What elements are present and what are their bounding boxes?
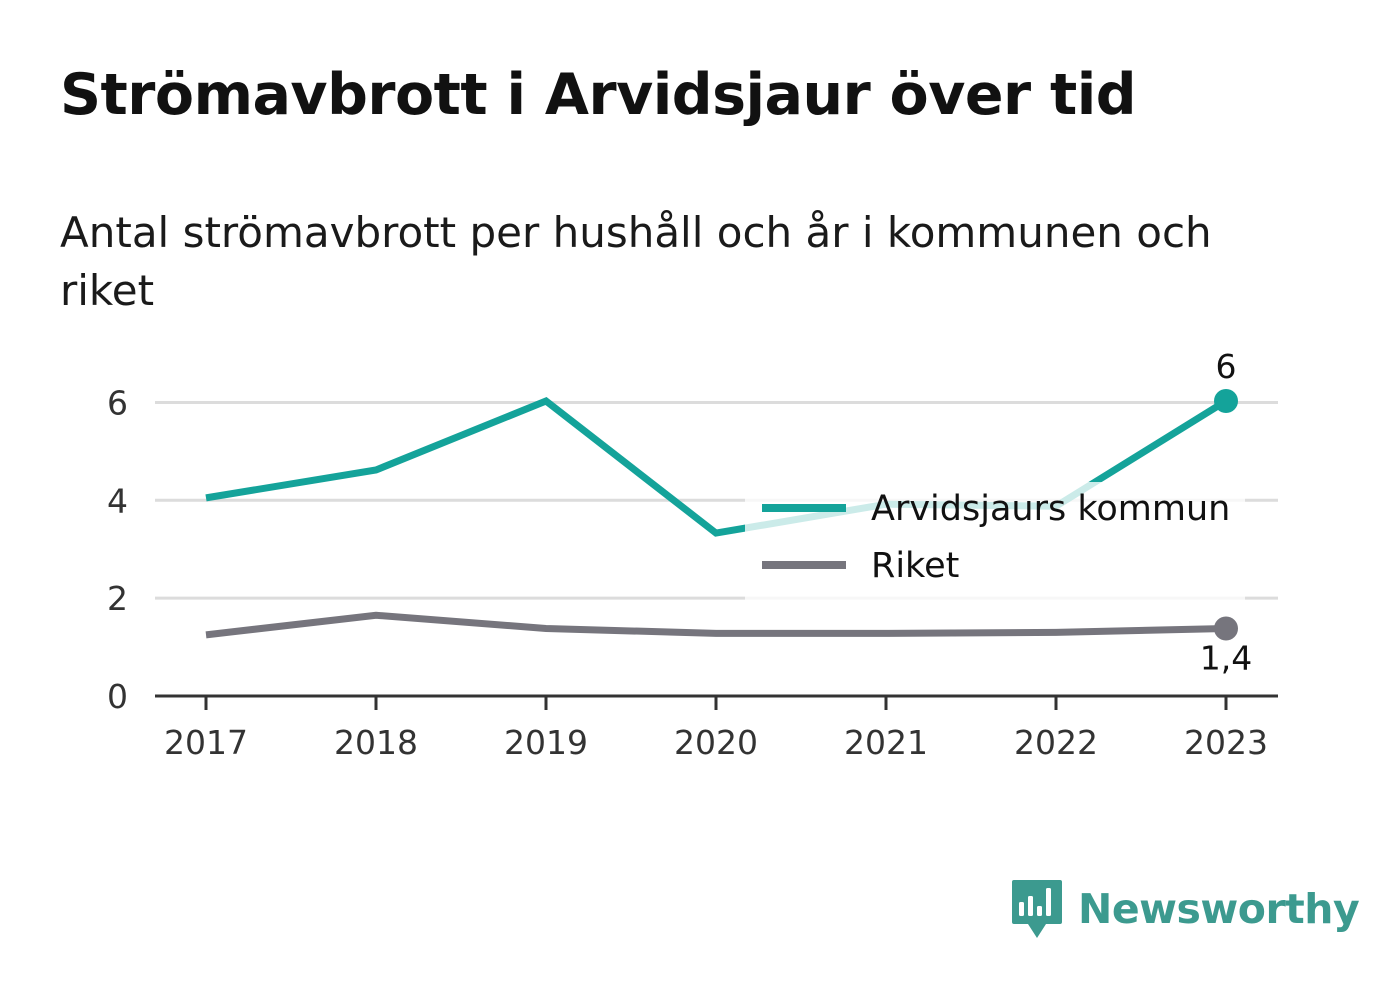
x-axis: 2017 2018 2019 2020 2021 2022 2023	[155, 694, 1278, 762]
y-tick-label: 2	[107, 579, 128, 618]
x-tick-label: 2017	[164, 723, 248, 762]
legend-background	[745, 482, 1245, 600]
y-tick-label: 6	[107, 383, 128, 422]
x-tick-label: 2019	[504, 723, 588, 762]
end-labels: 61,4	[1200, 347, 1252, 677]
y-tick-label: 0	[107, 677, 128, 716]
x-tick-label: 2018	[334, 723, 418, 762]
legend: Arvidsjaurs kommun Riket	[745, 482, 1245, 600]
chart-subtitle: Antal strömavbrott per hushåll och år i …	[60, 208, 1212, 315]
x-tick-label: 2020	[674, 723, 758, 762]
series-line	[205, 611, 1227, 639]
y-tick-label: 4	[107, 481, 128, 520]
x-tick-label: 2021	[844, 723, 928, 762]
x-tick-label: 2023	[1184, 723, 1268, 762]
end-value-label: 1,4	[1200, 638, 1252, 677]
end-point	[1214, 616, 1238, 641]
end-point	[1214, 388, 1238, 413]
brand: Newsworthy	[1010, 878, 1360, 940]
chart-title: Strömavbrott i Arvidsjaur över tid	[60, 62, 1137, 128]
x-tick-label: 2022	[1014, 723, 1098, 762]
legend-label: Riket	[871, 546, 959, 586]
newsworthy-logo-icon	[1012, 880, 1062, 938]
legend-label: Arvidsjaurs kommun	[871, 489, 1230, 529]
end-value-label: 6	[1216, 347, 1237, 386]
brand-name: Newsworthy	[1078, 885, 1360, 933]
y-axis-ticks: 0 2 4 6	[107, 383, 128, 716]
